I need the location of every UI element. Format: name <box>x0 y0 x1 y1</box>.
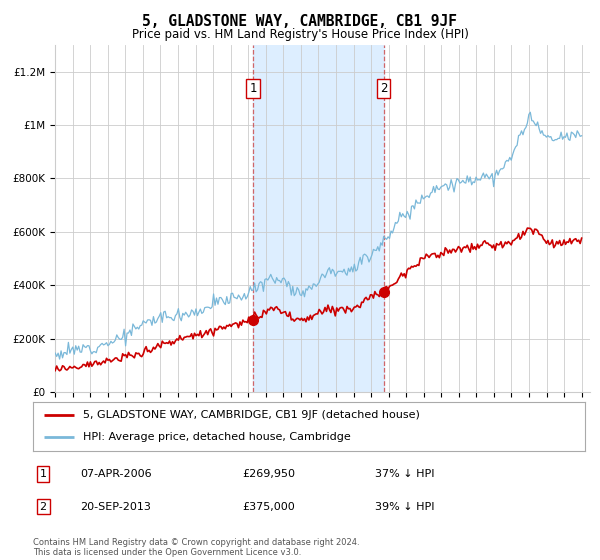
Text: 2: 2 <box>380 82 388 95</box>
Text: 20-SEP-2013: 20-SEP-2013 <box>80 502 151 512</box>
Text: 2: 2 <box>40 502 47 512</box>
Text: £269,950: £269,950 <box>243 469 296 479</box>
Text: 37% ↓ HPI: 37% ↓ HPI <box>375 469 435 479</box>
Text: 07-APR-2006: 07-APR-2006 <box>80 469 152 479</box>
Text: Contains HM Land Registry data © Crown copyright and database right 2024.
This d: Contains HM Land Registry data © Crown c… <box>33 538 359 557</box>
Text: 1: 1 <box>249 82 257 95</box>
Text: 5, GLADSTONE WAY, CAMBRIDGE, CB1 9JF (detached house): 5, GLADSTONE WAY, CAMBRIDGE, CB1 9JF (de… <box>83 410 419 420</box>
Text: 1: 1 <box>40 469 47 479</box>
Text: 5, GLADSTONE WAY, CAMBRIDGE, CB1 9JF: 5, GLADSTONE WAY, CAMBRIDGE, CB1 9JF <box>143 14 458 29</box>
Bar <box>253 45 383 392</box>
Text: Price paid vs. HM Land Registry's House Price Index (HPI): Price paid vs. HM Land Registry's House … <box>131 28 469 41</box>
Text: 39% ↓ HPI: 39% ↓ HPI <box>375 502 435 512</box>
Text: £375,000: £375,000 <box>243 502 296 512</box>
Text: HPI: Average price, detached house, Cambridge: HPI: Average price, detached house, Camb… <box>83 432 350 442</box>
